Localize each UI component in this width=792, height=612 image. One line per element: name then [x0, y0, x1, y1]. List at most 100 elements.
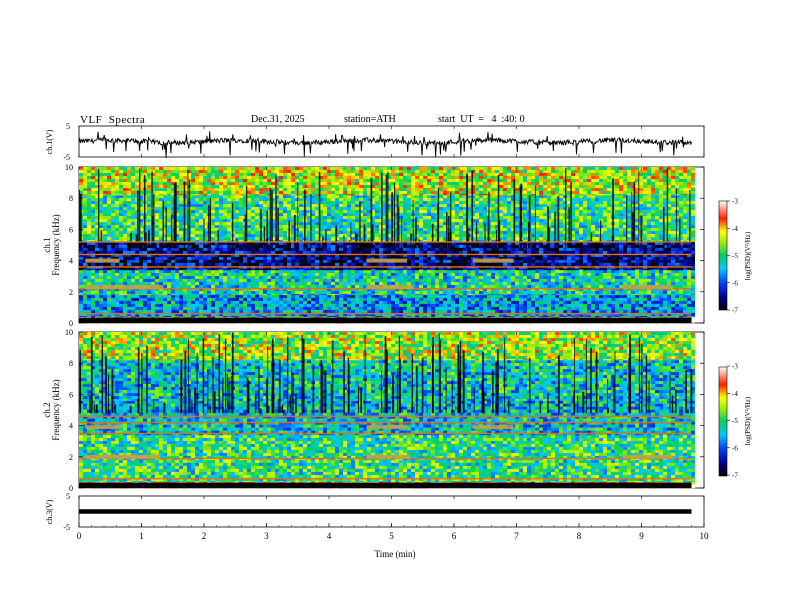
spectrogram-cell — [127, 207, 131, 211]
spectrogram-cell — [343, 256, 347, 261]
spectrogram-cell — [295, 303, 299, 308]
spectrogram-cell — [615, 284, 619, 289]
spectrogram-cell — [107, 250, 111, 255]
spectrogram-cell — [139, 262, 143, 267]
spectrogram-cell — [319, 315, 323, 317]
spectrogram-cell — [151, 306, 155, 311]
spectrogram-cell — [607, 284, 611, 289]
spectrogram-cell — [471, 281, 475, 286]
spectrogram-cell — [251, 290, 255, 295]
spectrogram-cell — [127, 272, 131, 277]
spectrogram-cell — [687, 262, 691, 267]
spectrogram-cell — [151, 210, 155, 214]
spectrogram-cell — [299, 284, 303, 289]
spectrogram-cell — [307, 300, 311, 305]
spectrogram-cell — [667, 250, 671, 255]
spectrogram-cell — [239, 275, 243, 280]
spectrogram-cell — [451, 287, 455, 292]
spectrogram-cell — [479, 275, 483, 280]
spectrogram-cell — [147, 290, 151, 295]
spectrogram-cell — [571, 312, 575, 317]
spectrogram-cell — [111, 293, 115, 296]
spectrogram-cell — [159, 272, 163, 277]
spectrogram-cell — [479, 253, 483, 258]
spectrogram-cell — [431, 287, 435, 292]
spectrogram-cell — [483, 297, 487, 302]
spectrogram-cell — [579, 309, 583, 314]
spectrogram-cell — [343, 303, 347, 308]
spectrogram-cell — [131, 247, 135, 252]
spectrogram-cell — [131, 195, 135, 199]
spectrogram-cell — [611, 287, 615, 292]
spectrogram-cell — [543, 293, 547, 296]
spectrogram-cell — [187, 262, 191, 267]
spectrogram-cell — [631, 300, 635, 305]
spectrogram-cell — [643, 244, 647, 249]
spectrogram-cell — [211, 297, 215, 302]
spectrogram-cell — [303, 247, 307, 252]
spectrogram-cell — [279, 268, 283, 271]
spectrogram-cell — [347, 253, 351, 258]
spectrogram-cell — [395, 300, 399, 305]
spectrogram-cell — [527, 293, 531, 296]
spectrogram-cell — [551, 306, 555, 311]
spectrogram-cell — [459, 284, 463, 289]
spectrogram-cell — [91, 210, 95, 214]
spectrogram-cell — [119, 312, 123, 317]
spectrogram-cell — [343, 306, 347, 311]
spectrogram-cell — [611, 247, 615, 252]
spectrogram-cell — [535, 278, 539, 283]
spectrogram-cell — [155, 244, 159, 249]
spectrogram-cell — [359, 250, 363, 255]
spectrogram-cell — [191, 241, 195, 246]
spectrogram-cell — [271, 294, 275, 299]
spectrogram-cell — [183, 253, 187, 258]
spectrogram-cell — [259, 306, 263, 311]
spectrogram-cell — [415, 312, 419, 317]
spectrogram-cell — [395, 315, 399, 317]
spectrogram-cell — [195, 297, 199, 302]
spectrogram-cell — [171, 259, 175, 264]
spectrogram-cell — [175, 259, 179, 264]
spectrogram-cell — [207, 284, 211, 289]
spectrogram-cell — [179, 287, 183, 292]
spectrogram-cell — [147, 297, 151, 302]
spectrogram-cell — [363, 259, 367, 264]
spectrogram-cell — [159, 210, 163, 214]
spectrogram-cell — [643, 303, 647, 308]
spectrogram-cell — [359, 293, 363, 296]
spectrogram-cell — [435, 312, 439, 317]
spectrogram-cell — [119, 216, 123, 220]
spectrogram-cell — [187, 306, 191, 311]
spectrogram-cell — [487, 290, 491, 295]
spectrogram-cell — [535, 315, 539, 317]
spectrogram-cell — [467, 312, 471, 317]
spectrogram-cell — [151, 195, 155, 199]
spectrogram-cell — [195, 306, 199, 311]
spectrogram-cell — [275, 253, 279, 258]
spectrogram-cell — [143, 250, 147, 255]
spectrogram-cell — [463, 303, 467, 308]
spectrogram-cell — [179, 262, 183, 267]
spectrogram-cell — [327, 268, 331, 271]
spectrogram-cell — [339, 281, 343, 286]
spectrogram-cell — [591, 244, 595, 249]
spectrogram-cell — [167, 281, 171, 286]
spectrogram-cell — [463, 262, 467, 267]
spectrogram-cell — [659, 272, 663, 277]
spectrogram-cell — [183, 272, 187, 277]
spectrogram-cell — [343, 297, 347, 302]
spectrogram-cell — [615, 253, 619, 258]
spectrogram-cell — [343, 275, 347, 280]
spectrogram-cell — [431, 253, 435, 258]
spectrogram-cell — [499, 269, 503, 274]
spectrogram-cell — [199, 262, 203, 267]
spectrogram-cell — [199, 253, 203, 258]
spectrogram-cell — [83, 234, 87, 238]
spectrogram-cell — [631, 275, 635, 280]
spectrogram-cell — [455, 259, 459, 264]
spectrogram-cell — [179, 284, 183, 289]
spectrogram-cell — [411, 290, 415, 295]
spectrogram-cell — [423, 256, 427, 261]
spectrogram-cell — [111, 278, 115, 283]
